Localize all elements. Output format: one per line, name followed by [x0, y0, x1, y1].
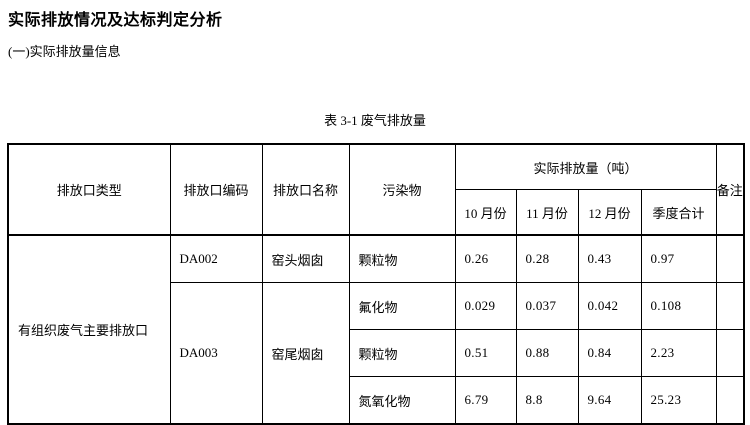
- dec-value-cell: 0.84: [577, 329, 642, 377]
- nov-value-cell: 0.88: [515, 329, 579, 377]
- dec-value-cell: 9.64: [577, 376, 642, 425]
- table-row: 氮氧化物 6.79 8.8 9.64 25.23: [8, 376, 745, 425]
- outlet-code-cell: DA003: [169, 282, 263, 425]
- page-title: 实际排放情况及达标判定分析: [8, 12, 223, 29]
- month-nov-header: 11 月份: [515, 189, 579, 236]
- quarter-total-cell: 0.97: [640, 234, 717, 283]
- month-oct-header: 10 月份: [454, 189, 517, 236]
- pollutant-cell: 氮氧化物: [348, 376, 456, 425]
- remark-cell: [715, 329, 745, 377]
- header-row-top: 排放口类型 排放口编码 排放口名称 污染物 实际排放量（吨） 备注: [7, 143, 745, 236]
- remark-header: 备注: [715, 143, 745, 236]
- outlet-name-cell: 窑尾烟囱: [261, 282, 350, 425]
- emission-group-header: 实际排放量（吨）: [454, 143, 717, 190]
- month-dec-header: 12 月份: [577, 189, 642, 236]
- remark-cell: [715, 282, 745, 330]
- outlet-type-group-cell: 有组织废气主要排放口: [7, 234, 171, 425]
- nov-value-cell: 0.28: [515, 234, 579, 283]
- oct-value-cell: 0.029: [454, 282, 517, 330]
- pollutant-cell: 氟化物: [348, 282, 456, 330]
- nov-value-cell: 8.8: [515, 376, 579, 425]
- outlet-name-cell: 窑头烟囱: [261, 234, 350, 283]
- outlet-code-cell: DA002: [169, 234, 263, 283]
- oct-value-cell: 0.51: [454, 329, 517, 377]
- remark-cell: [715, 234, 745, 283]
- header-row-months: 10 月份 11 月份 12 月份 季度合计: [8, 189, 745, 236]
- quarter-total-cell: 25.23: [640, 376, 717, 425]
- quarter-total-header: 季度合计: [640, 189, 717, 236]
- quarter-total-cell: 0.108: [640, 282, 717, 330]
- oct-value-cell: 6.79: [454, 376, 517, 425]
- oct-value-cell: 0.26: [454, 234, 517, 283]
- table-row: 有组织废气主要排放口 DA002 窑头烟囱 颗粒物 0.26 0.28 0.43…: [7, 234, 745, 425]
- outlet-name-header: 排放口名称: [261, 143, 350, 236]
- dec-value-cell: 0.43: [577, 234, 642, 283]
- table-row: 颗粒物 0.51 0.88 0.84 2.23: [8, 329, 745, 377]
- section-subtitle: (一)实际排放量信息: [8, 44, 121, 59]
- pollutant-cell: 颗粒物: [348, 329, 456, 377]
- quarter-total-cell: 2.23: [640, 329, 717, 377]
- remark-cell: [715, 376, 745, 425]
- nov-value-cell: 0.037: [515, 282, 579, 330]
- table-row: DA003 窑尾烟囱 氟化物 0.029 0.037 0.042 0.108: [8, 282, 745, 425]
- table-caption: 表 3-1 废气排放量: [324, 113, 426, 128]
- outlet-code-header: 排放口编码: [169, 143, 263, 236]
- emission-table: 排放口类型 排放口编码 排放口名称 污染物 实际排放量（吨） 备注 10 月份 …: [7, 143, 746, 425]
- pollutant-cell: 颗粒物: [348, 234, 456, 283]
- outlet-type-header: 排放口类型: [7, 143, 171, 236]
- dec-value-cell: 0.042: [577, 282, 642, 330]
- pollutant-header: 污染物: [348, 143, 456, 236]
